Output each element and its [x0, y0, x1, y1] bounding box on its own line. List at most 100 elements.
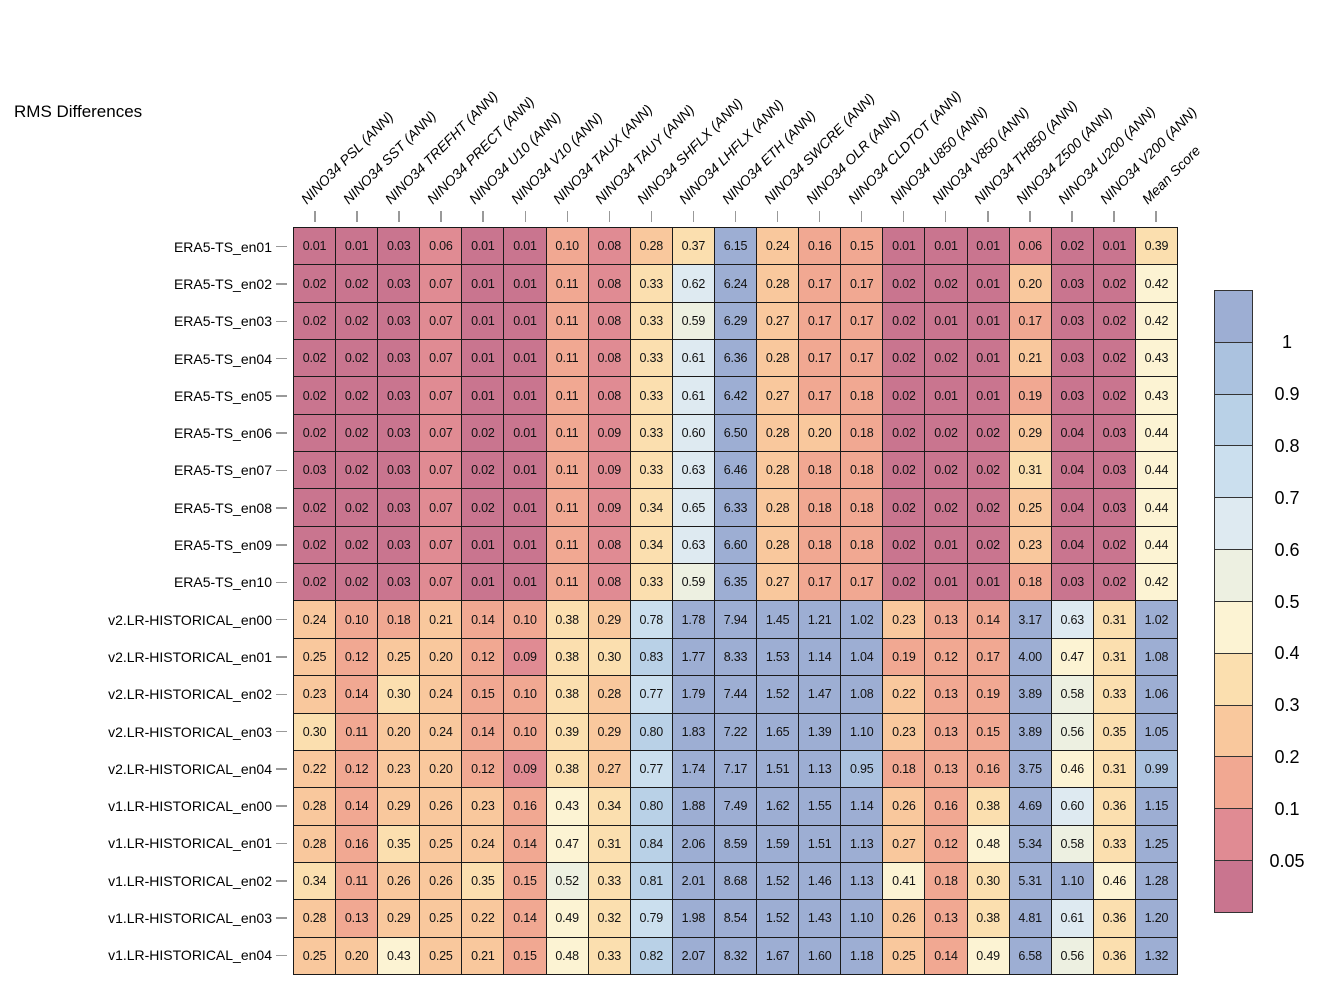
row-tick [276, 507, 287, 509]
heatmap-grid: 0.01 0.01 0.03 0.06 0.01 0.01 0.10 0.08 0.28 0.37… [293, 227, 1178, 975]
heatmap-cell: 1.13 [799, 750, 841, 788]
heatmap-cell: 0.15 [841, 228, 883, 265]
heatmap-cell: 0.33 [630, 340, 672, 377]
heatmap-cell: 1.51 [757, 750, 799, 788]
heatmap-cell: 0.02 [883, 414, 925, 452]
heatmap-cell: 0.80 [630, 713, 672, 750]
heatmap-cell: 1.05 [1135, 713, 1177, 750]
heatmap-cell: 0.01 [925, 526, 967, 564]
heatmap-cell: 6.42 [714, 377, 757, 414]
heatmap-cell: 0.26 [378, 862, 420, 900]
row-tick [276, 805, 287, 807]
heatmap-cell: 0.02 [925, 489, 967, 526]
heatmap-cell: 0.12 [336, 750, 378, 788]
heatmap-cell: 1.46 [799, 862, 841, 900]
heatmap-cell: 0.33 [630, 302, 672, 340]
heatmap-cell: 1.10 [1051, 862, 1093, 900]
heatmap-cell: 0.02 [925, 340, 967, 377]
heatmap-cell: 6.58 [1009, 937, 1051, 974]
row-label: v1.LR-HISTORICAL_en02 [108, 872, 272, 889]
heatmap-cell: 0.07 [420, 265, 462, 302]
heatmap-cell: 0.16 [799, 228, 841, 265]
heatmap-cell: 0.01 [967, 302, 1009, 340]
heatmap-cell: 0.03 [378, 340, 420, 377]
colorbar-tick-label: 0.4 [1274, 643, 1300, 664]
heatmap-cell: 1.43 [799, 900, 841, 937]
heatmap-cell: 0.11 [546, 340, 588, 377]
column-tick [818, 211, 821, 222]
heatmap-cell: 0.08 [588, 377, 630, 414]
heatmap-cell: 0.34 [630, 526, 672, 564]
row-tick [276, 320, 287, 322]
row-label: v1.LR-HISTORICAL_en03 [108, 910, 272, 927]
heatmap-cell: 0.25 [294, 937, 336, 974]
heatmap-cell: 0.11 [546, 489, 588, 526]
heatmap-cell: 0.11 [336, 862, 378, 900]
heatmap-cell: 0.63 [1051, 601, 1093, 638]
heatmap-cell: 0.32 [588, 900, 630, 937]
heatmap-cell: 0.03 [1093, 489, 1135, 526]
heatmap-cell: 0.58 [1051, 676, 1093, 713]
heatmap-cell: 0.23 [294, 676, 336, 713]
heatmap-cell: 0.01 [967, 377, 1009, 414]
heatmap-cell: 0.01 [462, 526, 504, 564]
row-label: v2.LR-HISTORICAL_en04 [108, 760, 272, 777]
heatmap-cell: 0.26 [420, 788, 462, 825]
row-label: ERA5-TS_en04 [173, 350, 272, 367]
heatmap-cell: 0.09 [588, 452, 630, 489]
column-tick [987, 211, 989, 222]
column-tick [356, 211, 358, 222]
heatmap-cell: 0.19 [883, 638, 925, 676]
heatmap-cell: 0.43 [1135, 377, 1177, 414]
heatmap-cell: 0.11 [546, 452, 588, 489]
column-tick [1029, 211, 1031, 222]
colorbar-tick-label: 0.7 [1274, 487, 1300, 508]
heatmap-cell: 0.01 [336, 228, 378, 265]
row-tick [276, 618, 287, 621]
heatmap-cell: 0.07 [420, 340, 462, 377]
heatmap-cell: 0.13 [925, 676, 967, 713]
row-tick [276, 917, 287, 919]
heatmap-cell: 4.69 [1009, 788, 1051, 825]
heatmap-cell: 0.44 [1135, 526, 1177, 564]
heatmap-cell: 0.09 [504, 638, 546, 676]
heatmap-cell: 0.02 [1093, 340, 1135, 377]
column-tick [734, 211, 737, 222]
heatmap-cell: 0.02 [1093, 526, 1135, 564]
heatmap-cell: 0.60 [672, 414, 714, 452]
heatmap-cell: 0.02 [1051, 228, 1093, 265]
row-label: ERA5-TS_en03 [173, 313, 272, 330]
heatmap-cell: 0.39 [546, 713, 588, 750]
heatmap-cell: 0.35 [462, 862, 504, 900]
row-label: v1.LR-HISTORICAL_en04 [108, 947, 272, 964]
row-label: v1.LR-HISTORICAL_en01 [108, 835, 272, 852]
heatmap-cell: 0.01 [504, 526, 546, 564]
heatmap-cell: 0.13 [925, 900, 967, 937]
heatmap-cell: 0.03 [378, 564, 420, 601]
heatmap-cell: 1.13 [841, 862, 883, 900]
heatmap-cell: 0.01 [504, 564, 546, 601]
heatmap-cell: 0.15 [504, 862, 546, 900]
heatmap-cell: 0.84 [630, 825, 672, 862]
heatmap-cell: 0.02 [294, 340, 336, 377]
colorbar-segment [1215, 393, 1252, 446]
heatmap-cell: 0.11 [546, 526, 588, 564]
heatmap-cell: 0.14 [462, 713, 504, 750]
heatmap-cell: 0.22 [462, 900, 504, 937]
heatmap-cell: 0.16 [925, 788, 967, 825]
heatmap-cell: 1.25 [1135, 825, 1177, 862]
heatmap-cell: 1.60 [799, 937, 841, 974]
heatmap-cell: 0.15 [967, 713, 1009, 750]
heatmap-cell: 0.08 [588, 564, 630, 601]
heatmap-cell: 0.02 [925, 452, 967, 489]
heatmap-cell: 0.01 [504, 377, 546, 414]
heatmap-cell: 0.33 [630, 265, 672, 302]
heatmap-cell: 0.02 [336, 564, 378, 601]
heatmap-cell: 0.11 [546, 302, 588, 340]
heatmap-cell: 0.24 [462, 825, 504, 862]
heatmap-cell: 0.07 [420, 452, 462, 489]
heatmap-cell: 1.08 [841, 676, 883, 713]
heatmap-cell: 0.28 [757, 452, 799, 489]
heatmap-cell: 0.02 [1093, 265, 1135, 302]
